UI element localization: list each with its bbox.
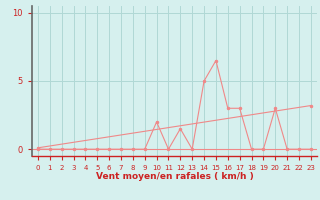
X-axis label: Vent moyen/en rafales ( km/h ): Vent moyen/en rafales ( km/h ) <box>96 172 253 181</box>
